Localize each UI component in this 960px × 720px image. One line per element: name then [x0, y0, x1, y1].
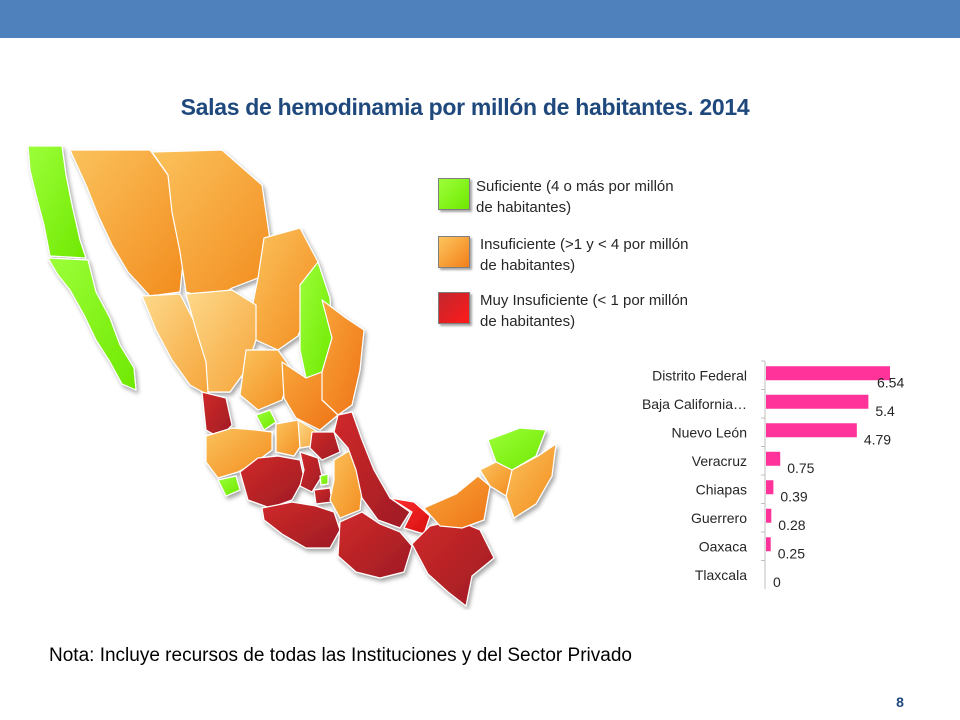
bar-category-label: Veracruz — [692, 453, 747, 469]
bar-category-label: Baja California… — [642, 396, 747, 412]
state-tamaulipas — [319, 299, 365, 416]
legend-label-insuficiente: Insuficiente (>1 y < 4 por millón de hab… — [480, 236, 689, 274]
state-zacatecas — [239, 349, 293, 411]
slide-title: Salas de hemodinamia por millón de habit… — [180, 94, 750, 120]
bar — [766, 366, 890, 381]
bar-value-label: 0.39 — [780, 488, 807, 504]
bar — [766, 508, 772, 523]
bar-value-label: 0.25 — [778, 545, 805, 561]
page-number: 8 — [896, 694, 904, 710]
state-morelos — [313, 487, 333, 505]
bar-category-label: Tlaxcala — [695, 567, 747, 583]
mexico-map — [27, 145, 557, 607]
legend-swatch-muy-insuficiente — [438, 292, 470, 324]
bar-value-label: 0 — [773, 574, 781, 590]
bar-category-label: Oaxaca — [699, 538, 747, 554]
bar-value-label: 6.54 — [877, 374, 904, 390]
state-durango — [185, 289, 257, 393]
bar — [766, 394, 869, 409]
bar-value-label: 5.4 — [875, 403, 895, 419]
bar-category-label: Chiapas — [696, 481, 747, 497]
state-aguascalientes — [255, 409, 277, 431]
state-jalisco — [205, 427, 273, 479]
legend-label-muy-insuficiente: Muy Insuficiente (< 1 por millón de habi… — [480, 292, 689, 330]
state-campeche-north — [479, 461, 513, 497]
state-campeche — [423, 475, 491, 529]
state-guerrero — [261, 501, 341, 549]
state-baja-california — [27, 145, 87, 259]
bar-value-label: 0.75 — [787, 460, 814, 476]
state-estado-de-mexico — [299, 451, 323, 493]
bar-value-label: 0.28 — [778, 517, 805, 533]
state-baja-california-sur — [47, 257, 137, 391]
bar — [766, 480, 774, 495]
state-quintana-roo — [505, 443, 557, 519]
bar — [766, 451, 781, 466]
state-oaxaca — [337, 511, 413, 579]
legend-swatch-suficiente — [438, 178, 470, 210]
legend-swatch-insuficiente — [438, 236, 470, 268]
bar-category-label: Distrito Federal — [652, 367, 747, 383]
bar-value-label: 4.79 — [864, 431, 891, 447]
state-colima — [217, 475, 241, 497]
footnote: Nota: Incluye recursos de todas las Inst… — [49, 645, 632, 666]
state-michoacan — [239, 455, 305, 509]
state-hidalgo — [309, 431, 341, 461]
bar-chart: Distrito Federal 6.54 Baja California… 5.4 N… — [642, 360, 904, 590]
state-chiapas — [411, 519, 495, 607]
bar-category-label: Nuevo León — [671, 424, 747, 440]
state-distrito-federal — [319, 473, 329, 486]
top-banner — [0, 0, 960, 38]
bar — [766, 537, 771, 552]
legend-label-suficiente: Suficiente (4 o más por millón de habita… — [476, 178, 674, 216]
bar — [766, 423, 857, 438]
bar-category-label: Guerrero — [691, 510, 747, 526]
